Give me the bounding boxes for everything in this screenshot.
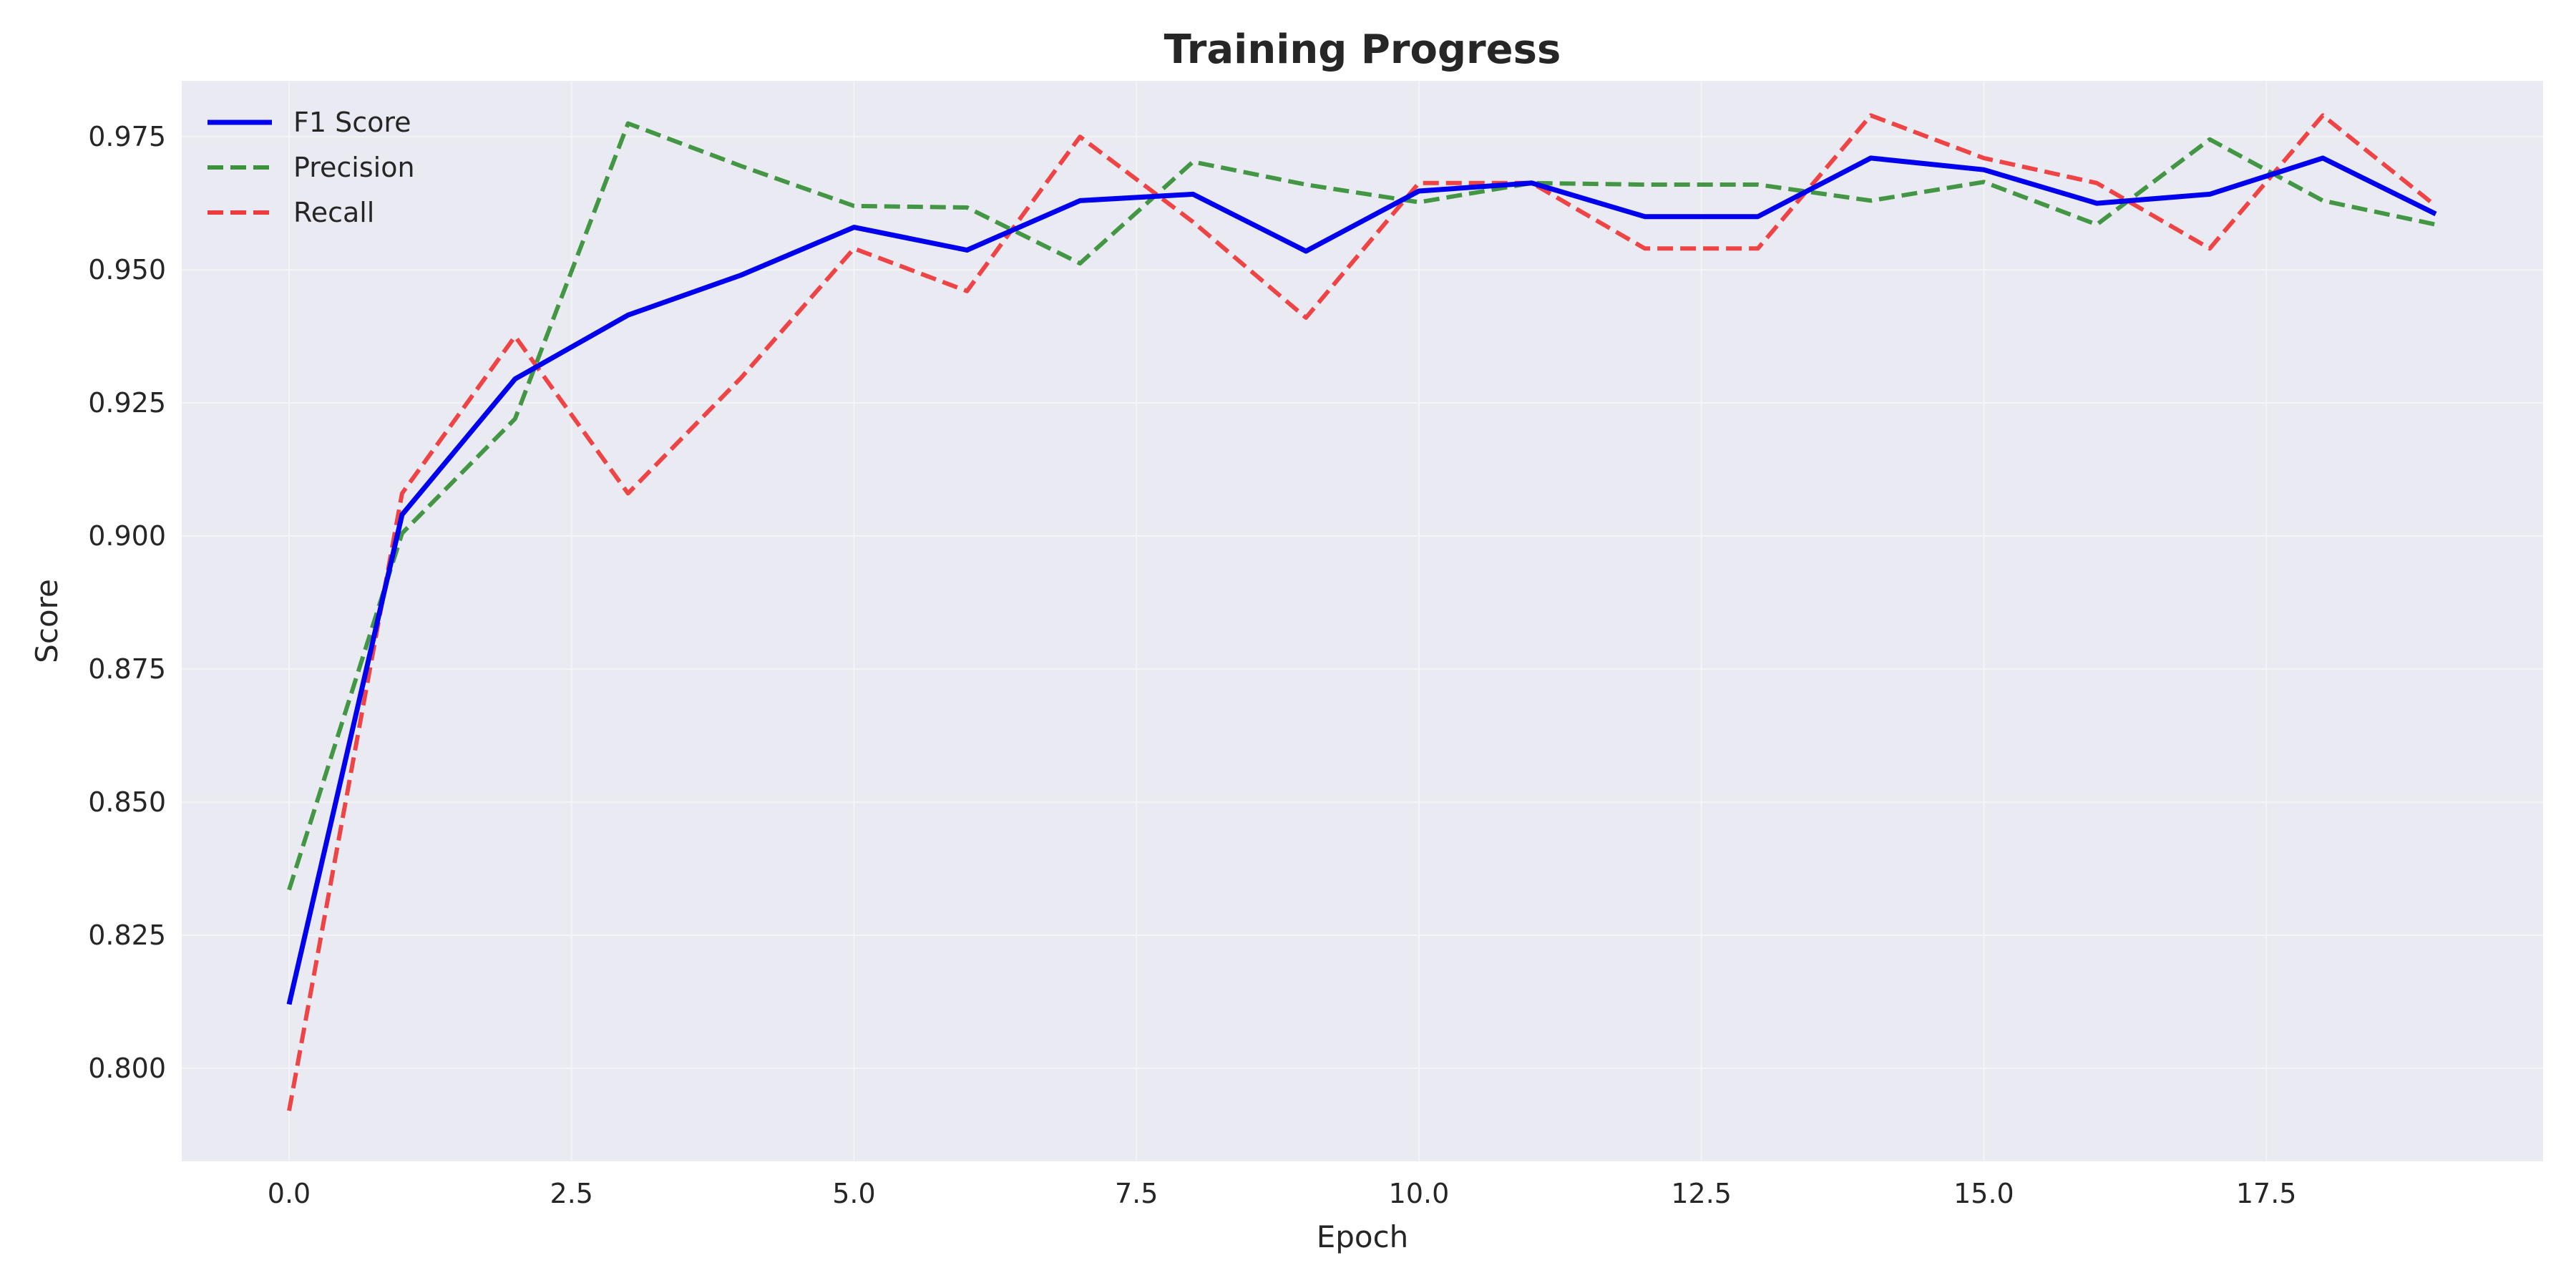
x-tick-label: 2.5: [550, 1178, 593, 1209]
y-tick-label: 0.975: [88, 121, 166, 152]
y-tick-label: 0.875: [88, 653, 166, 685]
x-axis-label: Epoch: [1317, 1219, 1409, 1254]
series-line-precision: [287, 121, 2436, 891]
y-axis-label: Score: [29, 579, 64, 663]
legend: F1 Score Precision Recall: [208, 107, 415, 228]
legend-label: Recall: [293, 197, 374, 228]
grid-lines: [182, 81, 2543, 1161]
x-tick-label: 10.0: [1389, 1178, 1450, 1209]
y-tick-label: 0.950: [88, 254, 166, 286]
series-line-f1-score: [286, 155, 2437, 1005]
x-axis-ticks: 0.0 2.5 5.0 7.5 10.0 12.5 15.0 17.5: [268, 1178, 2297, 1209]
series-lines: [286, 113, 2437, 1111]
series-line-recall: [287, 113, 2437, 1111]
y-tick-label: 0.825: [88, 919, 166, 951]
x-tick-label: 5.0: [832, 1178, 875, 1209]
x-tick-label: 7.5: [1115, 1178, 1158, 1209]
x-tick-label: 15.0: [1953, 1178, 2014, 1209]
y-tick-label: 0.800: [88, 1053, 166, 1084]
plot-area: [182, 81, 2543, 1161]
x-tick-label: 0.0: [268, 1178, 311, 1209]
y-tick-label: 0.925: [88, 387, 166, 419]
x-tick-label: 12.5: [1671, 1178, 1732, 1209]
x-tick-label: 17.5: [2236, 1178, 2297, 1209]
legend-label: F1 Score: [293, 107, 411, 138]
legend-label: Precision: [293, 152, 415, 183]
y-tick-label: 0.900: [88, 520, 166, 552]
y-axis-ticks: 0.800 0.825 0.850 0.875 0.900 0.925 0.950 0.975: [88, 121, 166, 1084]
y-tick-label: 0.850: [88, 786, 166, 818]
chart-title: Training Progress: [1164, 26, 1561, 73]
